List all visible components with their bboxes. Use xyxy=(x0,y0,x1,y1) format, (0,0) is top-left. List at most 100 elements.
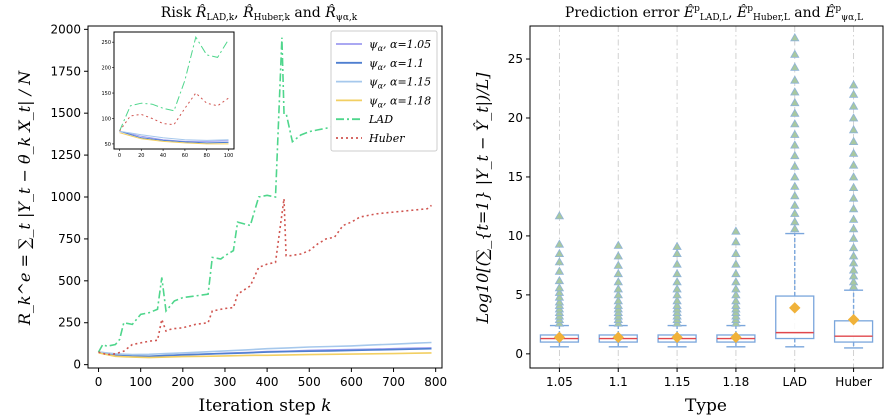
outlier-marker xyxy=(790,200,800,209)
series-line-1 xyxy=(98,347,432,358)
series-line-3 xyxy=(98,352,432,359)
inset-series-line-2 xyxy=(119,130,229,142)
outlier-marker xyxy=(848,251,859,260)
legend-label-5: Huber xyxy=(368,132,405,145)
risk-inset: 0 20 40 60 80 100 50 100 150 200 250 xyxy=(101,31,235,159)
outlier-marker xyxy=(731,295,741,305)
outlier-marker xyxy=(848,242,859,252)
y-tick-label: 5 xyxy=(515,288,523,302)
outlier-marker xyxy=(848,214,859,223)
outlier-marker xyxy=(554,282,565,292)
legend-label-4: LAD xyxy=(368,113,393,126)
outlier-marker xyxy=(848,193,859,202)
outlier-marker xyxy=(790,119,800,128)
outlier-marker xyxy=(731,290,741,299)
outlier-marker xyxy=(790,49,800,58)
inset-y-tick-label: 250 xyxy=(101,40,111,46)
outlier-marker xyxy=(848,101,859,110)
risk-chart: Risk R̂LAD,k, R̂Huber,k and R̂ψα,k 0 100 2… xyxy=(15,3,447,416)
y-tick-label: 15 xyxy=(508,170,523,184)
y-tick-label: 250 xyxy=(58,316,81,330)
inset-frame xyxy=(113,31,235,150)
outlier-marker xyxy=(848,182,859,192)
mean-marker xyxy=(730,331,742,344)
inset-x-tick-label: 40 xyxy=(160,153,166,159)
inset-series-line-4 xyxy=(119,130,229,141)
outlier-marker xyxy=(790,62,800,71)
outlier-marker xyxy=(731,226,741,235)
inset-series-line-1 xyxy=(119,92,229,132)
risk-y-axis-label: R_k^e = ∑_t |Y_t − θ_k X_t| / N xyxy=(15,70,34,326)
outlier-marker xyxy=(790,75,800,84)
y-tick-label: 1750 xyxy=(50,64,81,78)
prediction-error-chart: Prediction error ÊpLAD,L, ÊpHuber,L and … xyxy=(472,3,884,416)
inset-x-tick-label: 60 xyxy=(182,153,188,159)
outlier-marker xyxy=(790,161,800,170)
pred-y-axis-label: Log10[(∑_{t=1} |Y_t − Ŷ_t|)/L] xyxy=(472,72,492,325)
outlier-marker xyxy=(790,216,800,226)
outlier-marker xyxy=(848,89,859,98)
x-tick-label: 500 xyxy=(298,375,321,389)
outlier-marker xyxy=(848,271,859,280)
outlier-marker xyxy=(848,80,859,89)
x-tick-label: 0 xyxy=(95,375,103,389)
mean-marker xyxy=(847,313,860,326)
inset-x-tick-label: 100 xyxy=(224,153,234,159)
x-tick-label: 200 xyxy=(171,375,194,389)
mean-marker xyxy=(671,331,683,344)
x-tick-label: 800 xyxy=(424,375,447,389)
box-1 xyxy=(598,240,638,348)
risk-x-axis-label: Iteration step k xyxy=(199,396,332,416)
outlier-marker xyxy=(613,240,623,249)
outlier-marker xyxy=(554,297,565,306)
x-tick-label: 300 xyxy=(214,375,237,389)
y-tick-label: 0 xyxy=(515,347,523,361)
x-tick-label: 100 xyxy=(129,375,152,389)
outlier-marker xyxy=(848,233,859,242)
outlier-marker xyxy=(848,136,859,146)
outlier-marker xyxy=(848,281,859,291)
legend-label-3: ψα, α=1.18 xyxy=(369,94,431,109)
outlier-marker xyxy=(554,287,565,296)
outlier-marker xyxy=(731,248,741,258)
outlier-marker xyxy=(731,284,741,293)
y-tick-label: 1250 xyxy=(50,148,81,162)
x-tick-label: 600 xyxy=(340,375,363,389)
outlier-marker xyxy=(848,258,859,267)
box-2 xyxy=(657,241,697,348)
box-3 xyxy=(716,226,756,348)
outlier-marker xyxy=(848,265,859,274)
inset-x-tick-label: 80 xyxy=(204,153,210,159)
y-tick-label: 1000 xyxy=(50,190,81,204)
outlier-marker xyxy=(790,140,800,149)
outlier-marker xyxy=(790,190,800,200)
box-0 xyxy=(539,211,580,348)
inset-series-line-3 xyxy=(119,130,229,144)
y-tick-label: 25 xyxy=(508,52,523,66)
outlier-marker xyxy=(790,87,800,96)
outlier-marker xyxy=(554,292,565,301)
outlier-marker xyxy=(613,260,623,269)
outlier-marker xyxy=(848,113,859,122)
outlier-marker xyxy=(790,172,800,181)
y-tick-label: 500 xyxy=(58,274,81,288)
risk-chart-title: Risk R̂LAD,k, R̂Huber,k and R̂ψα,k xyxy=(161,3,358,23)
y-tick-label: 0 xyxy=(73,358,81,372)
category-label: LAD xyxy=(783,375,807,389)
x-tick-label: 400 xyxy=(256,375,279,389)
outlier-marker xyxy=(848,148,859,157)
category-label: 1.15 xyxy=(664,375,691,389)
legend-label-1: ψα, α=1.1 xyxy=(369,57,424,72)
outlier-marker xyxy=(554,275,565,285)
outlier-marker xyxy=(790,223,800,233)
legend-box xyxy=(330,30,438,152)
outlier-marker xyxy=(554,266,565,275)
outlier-marker xyxy=(554,257,565,266)
inset-y-tick-label: 100 xyxy=(101,116,111,122)
outlier-marker xyxy=(672,248,682,258)
inset-y-tick-label: 50 xyxy=(105,142,111,148)
category-label: 1.05 xyxy=(546,375,573,389)
outlier-marker xyxy=(848,160,859,169)
series-line-5 xyxy=(98,198,432,356)
outlier-marker xyxy=(848,124,859,134)
